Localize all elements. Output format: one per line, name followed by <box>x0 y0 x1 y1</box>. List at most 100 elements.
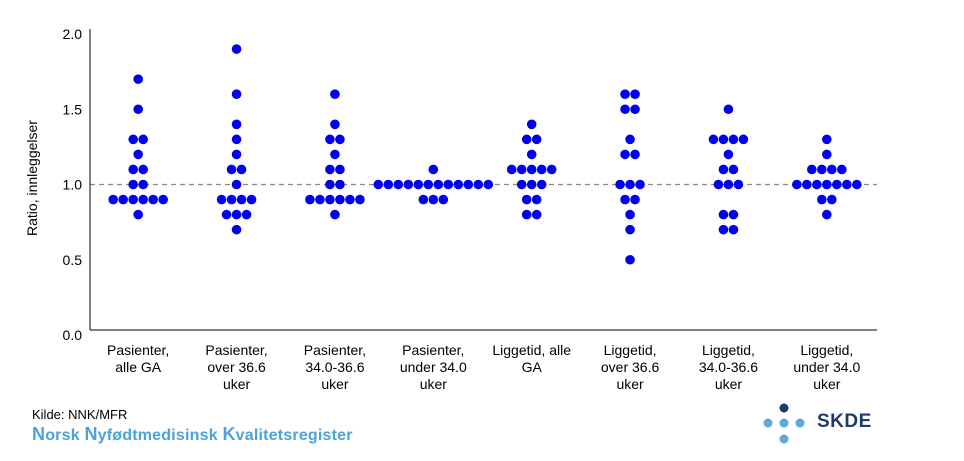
data-point <box>728 164 739 175</box>
data-point <box>723 179 734 190</box>
data-point <box>423 179 434 190</box>
category-label: Liggetid, alle GA <box>492 342 571 375</box>
data-point <box>526 149 537 160</box>
logo-dot <box>795 418 805 428</box>
data-point <box>625 179 635 190</box>
data-point <box>625 209 635 220</box>
data-point <box>231 134 242 145</box>
data-point <box>817 164 827 175</box>
data-point <box>133 104 143 115</box>
data-point <box>148 194 158 205</box>
y-tick-label: 2.0 <box>63 26 83 42</box>
data-point <box>822 179 832 190</box>
data-point <box>325 164 335 175</box>
data-point <box>625 134 635 145</box>
data-point <box>837 164 847 175</box>
data-point <box>832 179 842 190</box>
data-point <box>718 164 729 175</box>
data-point <box>526 179 537 190</box>
data-point <box>521 209 532 220</box>
data-point <box>438 194 449 205</box>
data-point <box>138 194 148 205</box>
data-point <box>635 179 645 190</box>
y-tick-label: 0.0 <box>63 327 83 343</box>
data-point <box>506 164 517 175</box>
data-point <box>330 89 340 99</box>
data-point <box>305 194 315 205</box>
data-point <box>231 224 242 235</box>
data-point <box>792 179 802 190</box>
data-point <box>718 224 729 235</box>
data-point <box>463 179 474 190</box>
data-point <box>325 134 335 145</box>
data-point <box>546 164 557 175</box>
data-point <box>335 179 345 190</box>
category-label: Pasienter, under 34.0 uker <box>400 342 467 392</box>
data-point <box>630 194 640 205</box>
data-point <box>128 194 138 205</box>
data-point <box>335 164 345 175</box>
data-point <box>236 194 247 205</box>
dot-plot-chart: 0.0 0.5 1.0 1.5 2.0 Pasienter, alle GA Pasient… <box>24 26 877 392</box>
data-point <box>345 194 355 205</box>
data-point <box>330 149 340 160</box>
data-point <box>630 104 640 115</box>
y-tick-label: 1.0 <box>63 177 83 193</box>
data-point <box>625 254 635 265</box>
data-point <box>221 209 232 220</box>
data-point <box>516 164 527 175</box>
category-label: Liggetid, under 34.0 uker <box>793 342 860 392</box>
registry-name-part: K <box>222 424 236 444</box>
y-tick-label: 1.5 <box>63 101 83 117</box>
registry-name-part: valitetsregister <box>235 427 353 444</box>
data-point <box>335 134 345 145</box>
data-point <box>231 44 242 54</box>
data-point <box>231 179 242 190</box>
data-point <box>723 149 734 160</box>
data-point <box>428 194 439 205</box>
data-point <box>718 134 729 145</box>
data-point <box>138 134 148 145</box>
data-point <box>231 119 242 130</box>
data-point <box>615 179 625 190</box>
logo-dot <box>779 403 789 413</box>
data-point <box>526 164 537 175</box>
data-point <box>443 179 454 190</box>
data-point <box>827 194 837 205</box>
data-point <box>216 194 227 205</box>
data-point <box>246 194 257 205</box>
logo-dot <box>763 418 773 428</box>
data-point <box>393 179 404 190</box>
data-point <box>521 194 532 205</box>
data-point <box>138 164 148 175</box>
data-point <box>133 209 143 220</box>
data-point <box>521 134 532 145</box>
data-point <box>620 104 630 115</box>
data-point <box>802 179 812 190</box>
registry-name-part: orsk <box>45 427 85 444</box>
data-point <box>822 149 832 160</box>
data-point <box>231 209 242 220</box>
registry-name-part: N <box>32 424 46 444</box>
data-point <box>620 149 630 160</box>
data-point <box>138 179 148 190</box>
category-label: Liggetid, 34.0-36.6 uker <box>699 342 758 392</box>
y-tick-label: 0.5 <box>63 252 83 268</box>
data-point <box>128 179 138 190</box>
data-point <box>118 194 128 205</box>
data-point <box>373 179 384 190</box>
data-point <box>531 209 542 220</box>
category-label: Pasienter, 34.0-36.6 uker <box>304 342 366 392</box>
data-point <box>728 209 739 220</box>
data-point <box>536 164 547 175</box>
data-point <box>483 179 494 190</box>
data-point <box>403 179 414 190</box>
data-point <box>325 194 335 205</box>
data-point <box>817 194 827 205</box>
data-point <box>355 194 365 205</box>
data-point <box>630 89 640 99</box>
data-point <box>625 224 635 235</box>
data-point <box>630 149 640 160</box>
registry-name: Norsk Nyfødtmedisinsk Kvalitetsregister <box>32 424 353 445</box>
data-point <box>852 179 862 190</box>
